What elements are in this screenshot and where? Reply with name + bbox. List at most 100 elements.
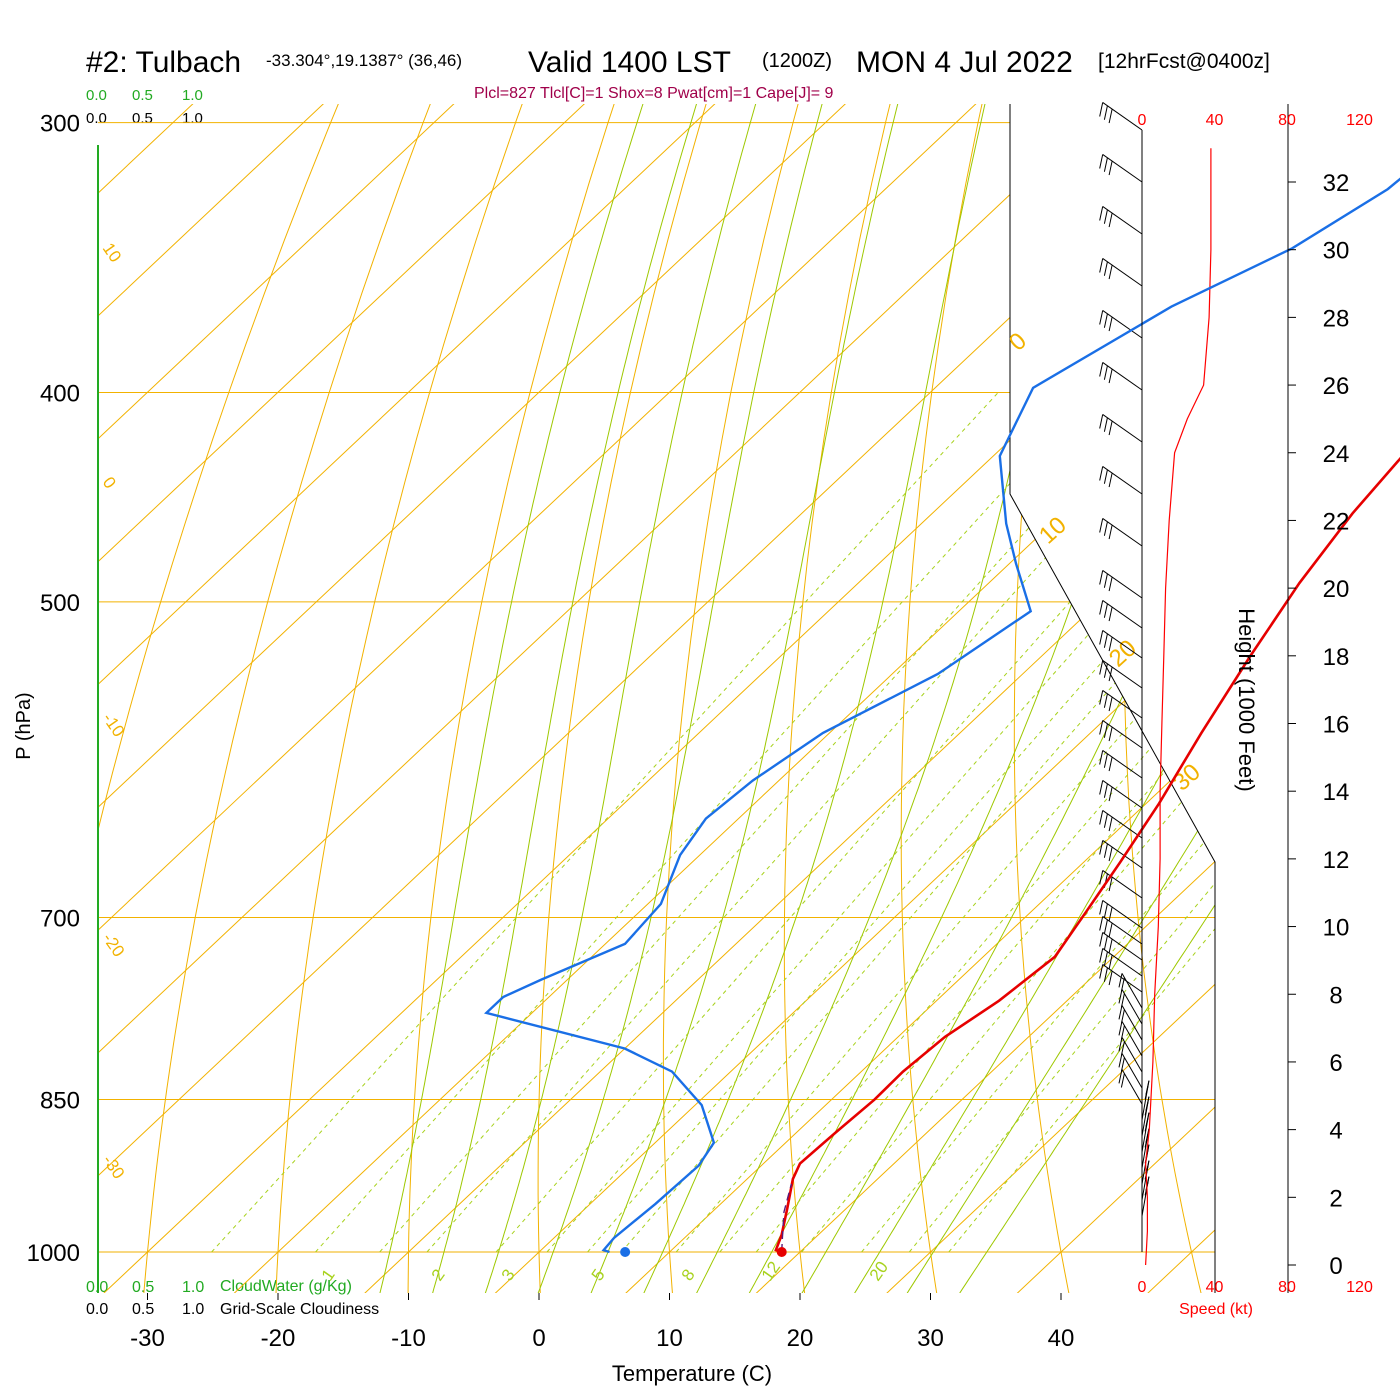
wind-barb-feather: [1103, 633, 1108, 648]
wind-barb-staff: [1102, 720, 1143, 749]
height-tick-label: 0: [1329, 1253, 1342, 1280]
cloudiness-bottom-tick: 0.5: [132, 1301, 154, 1318]
x-tick-label: 10: [656, 1325, 683, 1352]
height-tick-label: 6: [1329, 1050, 1342, 1077]
zulu-time: (1200Z): [762, 50, 832, 72]
mixing-ratio-line: [211, 392, 999, 1253]
wind-barb-staff: [1102, 690, 1143, 719]
dry-adiabat-label: 0: [99, 473, 120, 492]
isotherm-line: [98, 104, 578, 1293]
speed-tick-top: 120: [1346, 112, 1373, 129]
wind-barb-staff: [1102, 870, 1143, 899]
wind-barb-feather: [1120, 1009, 1125, 1024]
plot-frame: [97, 104, 1216, 1293]
mixing-ratio-label: 2: [428, 1266, 449, 1285]
cloudwater-label: CloudWater (g/Kg): [220, 1278, 352, 1295]
height-tick-label: 10: [1323, 915, 1350, 942]
height-tick-label: 28: [1323, 305, 1350, 332]
height-tick-label: 2: [1329, 1185, 1342, 1212]
wind-barb-feather: [1103, 261, 1108, 276]
wind-barb-feather: [1103, 603, 1108, 618]
wind-barb-feather: [1099, 780, 1104, 795]
mixing-ratio-line: [719, 392, 1215, 1253]
x-tick-label: 0: [532, 1325, 545, 1352]
wind-barbs: [1099, 102, 1150, 1217]
wind-barb-feather: [1103, 105, 1108, 120]
wind-barb-feather: [1099, 154, 1104, 169]
wind-barb-staff: [1102, 466, 1143, 495]
wind-barb-feather: [1108, 316, 1113, 332]
stability-indices: Plcl=827 Tlcl[C]=1 Shox=8 Pwat[cm]=1 Cap…: [474, 85, 834, 102]
moist-adiabat: [793, 104, 1215, 1293]
wind-barb-feather: [1108, 954, 1113, 970]
moist-adiabat: [532, 104, 867, 1293]
wind-barb-feather: [1099, 600, 1104, 615]
wind-barb-feather: [1144, 1085, 1149, 1100]
wind-barb-feather: [1099, 206, 1104, 221]
station-location: -33.304°,19.1387° (36,46): [266, 51, 462, 70]
wind-barb-feather: [1120, 1025, 1125, 1040]
forecast-label: [12hrFcst@0400z]: [1098, 50, 1270, 73]
height-tick-label: 8: [1329, 982, 1342, 1009]
dry-adiabat: [537, 104, 829, 1293]
surface-temperature-dot: [776, 1247, 787, 1257]
dry-adiabat-label: 10: [99, 239, 125, 265]
wind-barb-feather: [1099, 932, 1104, 947]
cloudwater-top-tick: 0.0: [86, 87, 107, 104]
isotherm-line: [751, 104, 1215, 1293]
isotherm-line: [98, 104, 708, 1293]
isotherm-line: [98, 104, 1215, 1293]
moist-adiabat: [898, 104, 1215, 1293]
dry-adiabat-label: -20: [99, 929, 129, 960]
isotherm-line: [98, 104, 1215, 1293]
isotherm-line: [620, 104, 1215, 1293]
dry-adiabat: [662, 104, 911, 1293]
wind-barb-feather: [1103, 951, 1108, 966]
cloudiness-bottom-tick: 1.0: [182, 1301, 204, 1318]
isotherm-line: [98, 104, 1215, 1293]
isotherm-line: [98, 104, 1215, 1293]
wind-barb-feather: [1103, 693, 1108, 708]
mixing-ratio-label: 8: [678, 1266, 699, 1285]
cloudiness-bottom-tick: 0.0: [86, 1301, 108, 1318]
wind-barb-feather: [1108, 786, 1113, 802]
wind-barb-feather: [1118, 1069, 1123, 1084]
wind-barb-staff: [1102, 630, 1143, 659]
height-tick-label: 32: [1323, 170, 1350, 197]
wind-barb-feather: [1103, 967, 1108, 982]
dry-adiabat: [407, 104, 747, 1293]
speed-tick-top: 80: [1278, 112, 1296, 129]
thermo-background: [98, 104, 1215, 1293]
wind-barb-feather: [1108, 726, 1113, 742]
wind-barb-feather: [1099, 870, 1104, 885]
wind-barb-feather: [1118, 1053, 1123, 1068]
wind-barb-feather: [1099, 466, 1104, 481]
mixing-ratio-label: 3: [498, 1266, 519, 1285]
station-title: #2: Tulbach: [86, 46, 241, 79]
mixing-ratio-label: 12: [758, 1258, 784, 1284]
wind-barb-staff: [1102, 810, 1143, 839]
cloudiness-top-scale: 0.0 0.5 1.0: [86, 110, 203, 127]
wind-barb-feather: [1144, 1101, 1149, 1116]
wind-barb-feather: [1099, 750, 1104, 765]
wind-barb-staff: [1102, 154, 1143, 183]
speed-tick-bottom: 80: [1278, 1279, 1296, 1296]
isotherm-line: [1142, 104, 1215, 1293]
wind-barb-feather: [1099, 964, 1104, 979]
wind-barb-staff: [1102, 840, 1143, 869]
wind-barb-staff: [1102, 206, 1143, 235]
x-tick-label: 30: [917, 1325, 944, 1352]
parcel-line: [781, 1183, 793, 1253]
cloudwater-bottom-tick: 0.5: [132, 1279, 154, 1296]
height-tick-label: 22: [1323, 508, 1350, 535]
speed-tick-top: 0: [1138, 112, 1147, 129]
wind-barb-staff: [1102, 518, 1143, 547]
moist-adiabat: [428, 104, 747, 1293]
wind-barb-staff: [1102, 362, 1143, 391]
valid-date: MON 4 Jul 2022: [856, 46, 1073, 79]
mixing-ratio-line: [315, 392, 1094, 1253]
mixing-ratio-line: [426, 392, 1195, 1253]
speed-axis-title: Speed (kt): [1179, 1301, 1253, 1318]
wind-barb-feather: [1103, 573, 1108, 588]
wind-barb-feather: [1099, 362, 1104, 377]
